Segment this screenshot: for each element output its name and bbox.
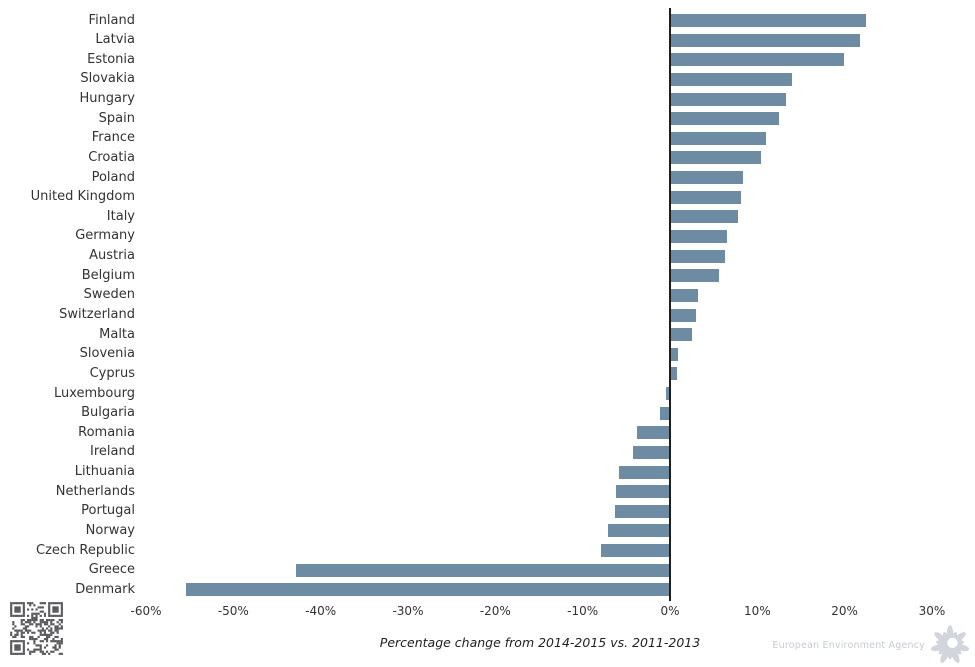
country-label: Lithuania — [74, 464, 135, 480]
x-tick-label: -60% — [130, 604, 162, 618]
bar — [670, 151, 762, 165]
bar — [670, 33, 860, 47]
x-tick-label: 0% — [660, 604, 680, 618]
country-label: Estonia — [87, 51, 135, 67]
country-label: France — [91, 130, 135, 146]
bar — [659, 406, 670, 420]
bar — [600, 544, 670, 558]
country-label: Spain — [98, 110, 135, 126]
bar — [608, 524, 670, 538]
country-label: Latvia — [95, 32, 135, 48]
bar — [670, 249, 725, 263]
country-label: Czech Republic — [36, 542, 135, 558]
country-label: Denmark — [75, 581, 135, 597]
bar — [670, 229, 728, 243]
country-label: Bulgaria — [81, 405, 135, 421]
bar — [295, 563, 670, 577]
bar — [670, 14, 866, 27]
bar — [670, 308, 696, 322]
country-label: Slovenia — [79, 346, 135, 362]
x-tick-label: 20% — [831, 604, 858, 618]
country-label: Hungary — [79, 91, 135, 107]
country-label: Finland — [88, 12, 135, 28]
country-label: Slovakia — [80, 71, 135, 87]
bar — [670, 347, 679, 361]
bar — [632, 445, 670, 459]
country-label: United Kingdom — [30, 189, 135, 205]
bar — [670, 112, 779, 126]
x-tick-label: -40% — [305, 604, 337, 618]
country-label: Italy — [106, 208, 135, 224]
eea-logo: European Environment Agency — [772, 625, 969, 665]
bar — [670, 92, 786, 106]
bar — [666, 387, 670, 401]
bar — [670, 171, 743, 185]
bar — [670, 269, 720, 283]
country-label: Ireland — [90, 444, 135, 460]
agency-label: European Environment Agency — [772, 639, 925, 651]
bar — [670, 131, 767, 145]
bar — [670, 210, 738, 224]
country-label: Norway — [85, 522, 135, 538]
country-label: Netherlands — [55, 483, 135, 499]
bar — [637, 426, 670, 440]
country-label: Greece — [88, 562, 135, 578]
country-label: Cyprus — [89, 365, 135, 381]
bar — [670, 328, 693, 342]
bar — [618, 465, 670, 479]
country-label: Croatia — [88, 149, 135, 165]
country-label: Germany — [75, 228, 135, 244]
x-tick-label: 10% — [743, 604, 771, 618]
bar — [670, 288, 698, 302]
country-label: Switzerland — [59, 307, 135, 322]
eea-flower-icon — [931, 625, 969, 663]
country-label: Malta — [99, 326, 135, 342]
country-label: Poland — [91, 169, 135, 185]
x-tick-label: -30% — [392, 604, 424, 618]
bar — [670, 72, 792, 86]
x-tick-label: 30% — [918, 604, 946, 618]
qr-code — [10, 602, 63, 655]
bar — [615, 504, 670, 518]
bar — [616, 485, 670, 499]
zero-axis-line — [669, 8, 671, 601]
country-label: Sweden — [83, 287, 135, 303]
bar — [186, 583, 670, 597]
x-tick-label: -10% — [567, 604, 599, 618]
bar — [670, 367, 678, 381]
country-label: Belgium — [81, 267, 135, 283]
bar — [670, 53, 845, 67]
x-tick-label: -20% — [479, 604, 511, 618]
country-label: Luxembourg — [53, 385, 135, 401]
x-axis-title: Percentage change from 2014-2015 vs. 201… — [379, 635, 701, 650]
bar — [670, 190, 742, 204]
country-label: Portugal — [81, 503, 135, 519]
country-label: Austria — [89, 248, 135, 264]
country-label: Romania — [78, 424, 135, 440]
x-tick-label: -50% — [217, 604, 249, 618]
